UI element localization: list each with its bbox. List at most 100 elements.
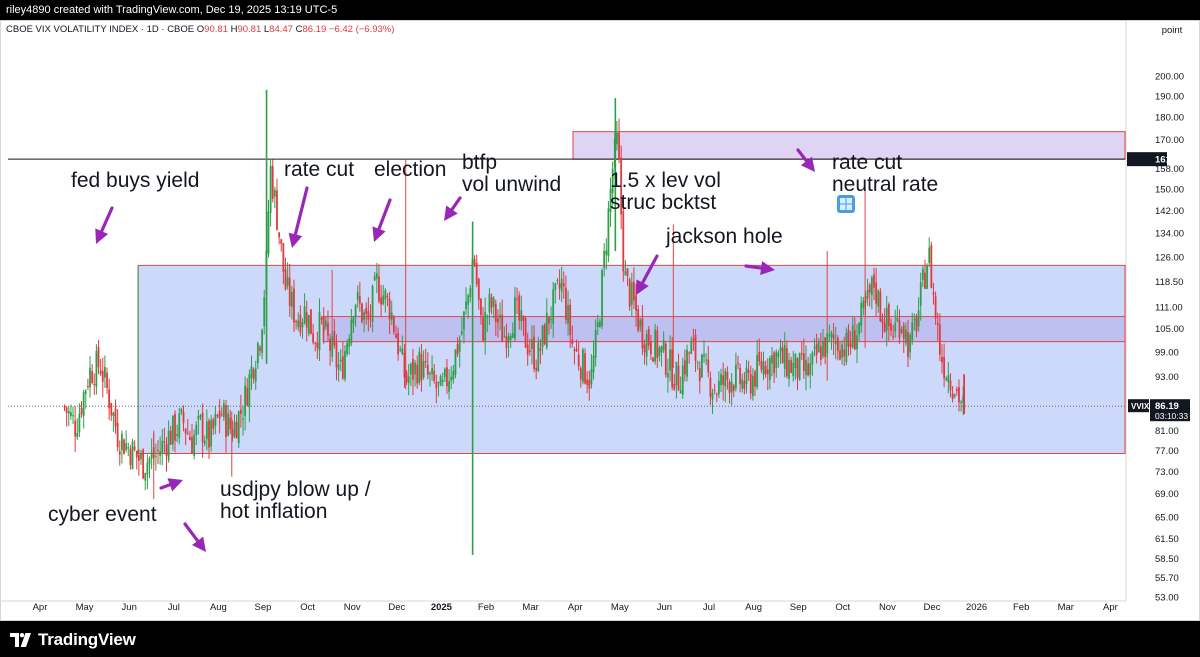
candle <box>603 250 606 269</box>
candle <box>779 347 782 352</box>
marker-cell <box>846 198 852 204</box>
candle <box>501 314 504 342</box>
candle <box>382 295 385 305</box>
candle <box>446 367 448 387</box>
candle <box>458 339 461 352</box>
candle <box>741 379 744 389</box>
level-price-tag-text: 161.76 <box>1155 155 1184 166</box>
vvix-chart[interactable]: fed buys yield rate cut election btfp vol un… <box>0 20 1200 621</box>
annotation-line: cyber event <box>48 503 157 526</box>
candle <box>873 274 875 288</box>
y-tick-label: 142.00 <box>1155 206 1184 217</box>
candle <box>902 325 905 339</box>
candle <box>743 380 746 390</box>
candle <box>749 373 752 394</box>
candle <box>896 318 899 322</box>
candle <box>558 282 561 289</box>
candle <box>488 293 491 313</box>
x-tick-label: Feb <box>1013 602 1029 613</box>
candle <box>318 311 321 351</box>
marker-bg <box>837 195 855 213</box>
candle <box>191 437 193 454</box>
annotation-2: election <box>374 158 446 181</box>
candle <box>947 375 950 383</box>
candle <box>907 332 909 358</box>
candle <box>301 322 304 328</box>
y-tick-label: 118.50 <box>1155 277 1183 288</box>
candle <box>199 415 202 417</box>
candle <box>720 374 722 386</box>
arrow-rate-cut-2 <box>796 148 815 172</box>
top-supply-zone[interactable] <box>572 131 1126 160</box>
candle <box>892 335 895 338</box>
candle <box>154 455 157 457</box>
x-tick-label: 2025 <box>431 602 453 613</box>
candle <box>152 446 155 459</box>
candle <box>599 321 601 327</box>
x-tick-label: Dec <box>388 602 405 613</box>
candle <box>316 342 319 349</box>
candle <box>955 389 958 391</box>
candle <box>845 332 848 362</box>
candle <box>692 338 695 341</box>
annotation-line: struc bcktst <box>610 191 716 214</box>
candle <box>866 289 869 299</box>
candle <box>751 375 754 397</box>
candle <box>407 376 410 384</box>
candle <box>524 317 527 348</box>
candle <box>928 247 931 263</box>
candle <box>163 441 166 443</box>
candle <box>639 319 642 328</box>
candle <box>254 368 257 382</box>
candle <box>363 312 365 320</box>
candle <box>67 411 70 414</box>
candle <box>424 361 427 363</box>
candle <box>843 349 846 357</box>
candle <box>78 413 81 433</box>
candle <box>904 329 907 344</box>
candle <box>864 296 867 304</box>
arrow-fed-buys-yield <box>95 206 114 244</box>
candle <box>660 346 663 353</box>
candle <box>397 332 399 355</box>
candle <box>259 347 261 351</box>
candle <box>737 363 739 365</box>
candle <box>116 422 119 448</box>
legend-change: −6.42 (−6.93%) <box>328 24 395 35</box>
candle <box>775 352 778 368</box>
candle <box>429 372 431 375</box>
candle <box>314 342 317 344</box>
candle <box>127 447 130 449</box>
candle <box>492 298 495 307</box>
candle <box>403 352 406 378</box>
candle <box>673 384 676 390</box>
mid-zone[interactable] <box>322 316 1126 343</box>
candle <box>505 335 508 349</box>
candle <box>229 417 232 430</box>
arrow-shaft <box>377 198 392 231</box>
arrow-shaft <box>293 186 309 237</box>
candle <box>416 364 419 384</box>
candle <box>80 408 83 415</box>
level-price-tag <box>1127 152 1167 167</box>
x-tick-label: Nov <box>879 602 896 613</box>
candle <box>507 336 510 343</box>
candle <box>70 412 72 417</box>
candle <box>658 347 661 356</box>
candle <box>148 458 151 464</box>
candle <box>647 329 650 346</box>
price-scale-mode-button[interactable]: point <box>1161 25 1183 36</box>
candle <box>934 296 937 318</box>
last-price-tag <box>1150 399 1190 422</box>
candle <box>256 343 259 364</box>
candle <box>250 366 253 379</box>
candle <box>390 312 393 320</box>
candle <box>418 351 421 383</box>
candle <box>926 265 929 289</box>
candle <box>679 390 682 394</box>
tradingview-logo[interactable]: TradingView <box>10 630 136 650</box>
candle <box>645 333 648 357</box>
candle <box>82 392 85 417</box>
arrow-jackson <box>636 254 659 295</box>
candle <box>541 325 544 348</box>
